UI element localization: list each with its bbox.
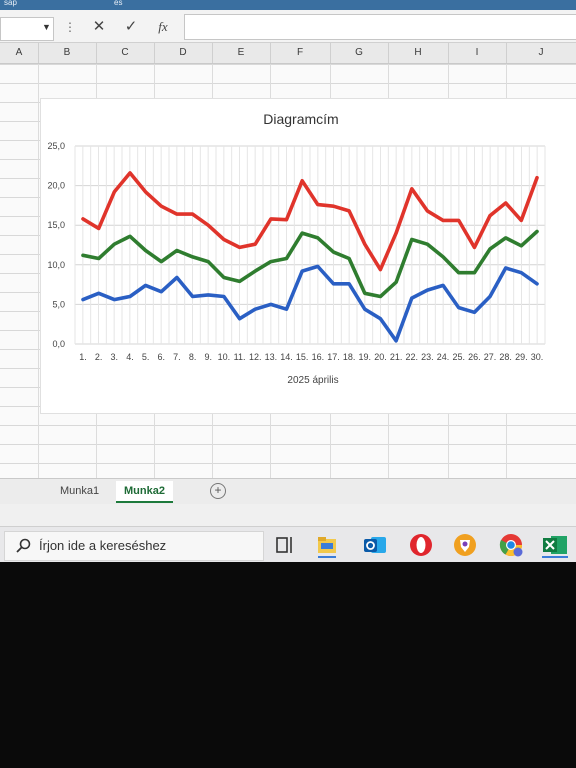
line-chart[interactable]: Diagramcím 0,0 5,0 10,0 15,0 20,0 25,0 1. 2. 3.… [40, 98, 576, 414]
column-header[interactable]: B [38, 43, 97, 63]
x-tick-label: 5. [142, 352, 150, 362]
outlook-icon[interactable] [362, 532, 388, 558]
y-tick-label: 0,0 [52, 339, 65, 349]
x-tick-label: 28. [499, 352, 512, 362]
series-line-2 [81, 229, 539, 299]
x-tick-label: 6. [158, 352, 166, 362]
more-options-icon[interactable]: ⋮ [64, 20, 76, 34]
task-view-icon[interactable] [272, 532, 298, 558]
x-tick-label: 23. [421, 352, 434, 362]
x-tick-label: 30. [531, 352, 544, 362]
x-tick-label: 29. [515, 352, 528, 362]
excel-window: sap és ▼ ⋮ ✕ ✓ fx A B C D E F G H I J Di… [0, 0, 576, 562]
x-tick-label: 7. [173, 352, 181, 362]
column-header[interactable]: H [388, 43, 449, 63]
tab-munka2[interactable]: Munka2 [116, 481, 173, 503]
x-tick-label: 2. [95, 352, 103, 362]
add-sheet-icon[interactable]: + [210, 483, 226, 499]
column-header[interactable]: F [270, 43, 331, 63]
x-tick-label: 22. [406, 352, 419, 362]
x-tick-label: 17. [327, 352, 340, 362]
x-tick-label: 18. [343, 352, 356, 362]
chart-canvas: Diagramcím 0,0 5,0 10,0 15,0 20,0 25,0 1. 2. 3.… [47, 111, 546, 386]
opera-icon[interactable] [408, 532, 434, 558]
sheet-tabs-bar: Munka1 Munka2 + [0, 478, 576, 505]
x-tick-label: 26. [468, 352, 481, 362]
x-axis-title: 2025 április [287, 375, 338, 386]
column-header[interactable]: G [330, 43, 389, 63]
x-tick-label: 21. [390, 352, 403, 362]
taskbar-search[interactable]: Írjon ide a kereséshez [4, 531, 264, 561]
insert-function-button[interactable]: fx [158, 19, 168, 34]
series-line-1 [81, 171, 539, 272]
search-placeholder: Írjon ide a kereséshez [39, 538, 167, 553]
column-header[interactable]: D [154, 43, 213, 63]
cancel-button[interactable]: ✕ [92, 18, 106, 35]
column-header[interactable]: I [448, 43, 507, 63]
chart-gridlines [74, 145, 546, 345]
column-headers: A B C D E F G H I J [0, 43, 576, 64]
y-tick-label: 5,0 [52, 299, 65, 309]
windows-taskbar: Írjon ide a kereséshez [0, 526, 576, 562]
series-line-3 [81, 264, 539, 343]
grid-line [38, 64, 39, 478]
x-tick-label: 12. [249, 352, 262, 362]
x-tick-label: 24. [437, 352, 450, 362]
x-tick-label: 11. [234, 352, 246, 362]
chevron-down-icon[interactable]: ▼ [42, 22, 51, 32]
x-tick-label: 19. [359, 352, 372, 362]
x-tick-label: 20. [374, 352, 387, 362]
excel-icon[interactable] [542, 532, 568, 558]
formula-bar: ▼ ⋮ ✕ ✓ fx [0, 10, 576, 43]
x-tick-label: 27. [484, 352, 497, 362]
enter-button[interactable]: ✓ [124, 18, 138, 35]
x-tick-label: 1. [79, 352, 87, 362]
status-bar [0, 504, 576, 526]
column-header[interactable]: A [0, 43, 39, 63]
y-tick-label: 25,0 [47, 141, 65, 151]
title-bar-text: sap [4, 0, 17, 7]
x-tick-label: 15. [296, 352, 309, 362]
x-tick-label: 9. [204, 352, 212, 362]
tab-munka1[interactable]: Munka1 [60, 485, 100, 497]
x-tick-label: 14. [280, 352, 293, 362]
formula-input[interactable] [184, 14, 576, 40]
monitor-bezel [0, 562, 576, 768]
x-tick-label: 25. [452, 352, 465, 362]
column-header[interactable]: C [96, 43, 155, 63]
x-tick-label: 10. [218, 352, 231, 362]
brave-icon[interactable] [452, 532, 478, 558]
chrome-icon[interactable] [498, 532, 524, 558]
y-tick-label: 20,0 [47, 181, 65, 191]
x-tick-label: 3. [111, 352, 119, 362]
x-tick-label: 4. [126, 352, 134, 362]
column-header[interactable]: E [212, 43, 271, 63]
x-tick-label: 8. [189, 352, 197, 362]
file-explorer-icon[interactable] [314, 532, 340, 558]
title-bar-text-2: és [114, 0, 123, 7]
x-tick-label: 16. [312, 352, 325, 362]
search-icon [16, 538, 31, 553]
column-header[interactable]: J [506, 43, 576, 63]
series-lines [81, 171, 539, 343]
y-tick-label: 10,0 [47, 260, 65, 270]
x-tick-label: 13. [265, 352, 278, 362]
x-axis-labels: 1. 2. 3. 4. 5. 6. 7. 8. 9. 10. 11. 12. 13. 14. 15. 16. 1… [79, 352, 543, 362]
y-axis-labels: 0,0 5,0 10,0 15,0 20,0 25,0 [47, 141, 65, 349]
y-tick-label: 15,0 [47, 220, 65, 230]
title-bar: sap és [0, 0, 576, 10]
chart-title[interactable]: Diagramcím [263, 111, 338, 127]
name-box[interactable] [0, 17, 54, 41]
